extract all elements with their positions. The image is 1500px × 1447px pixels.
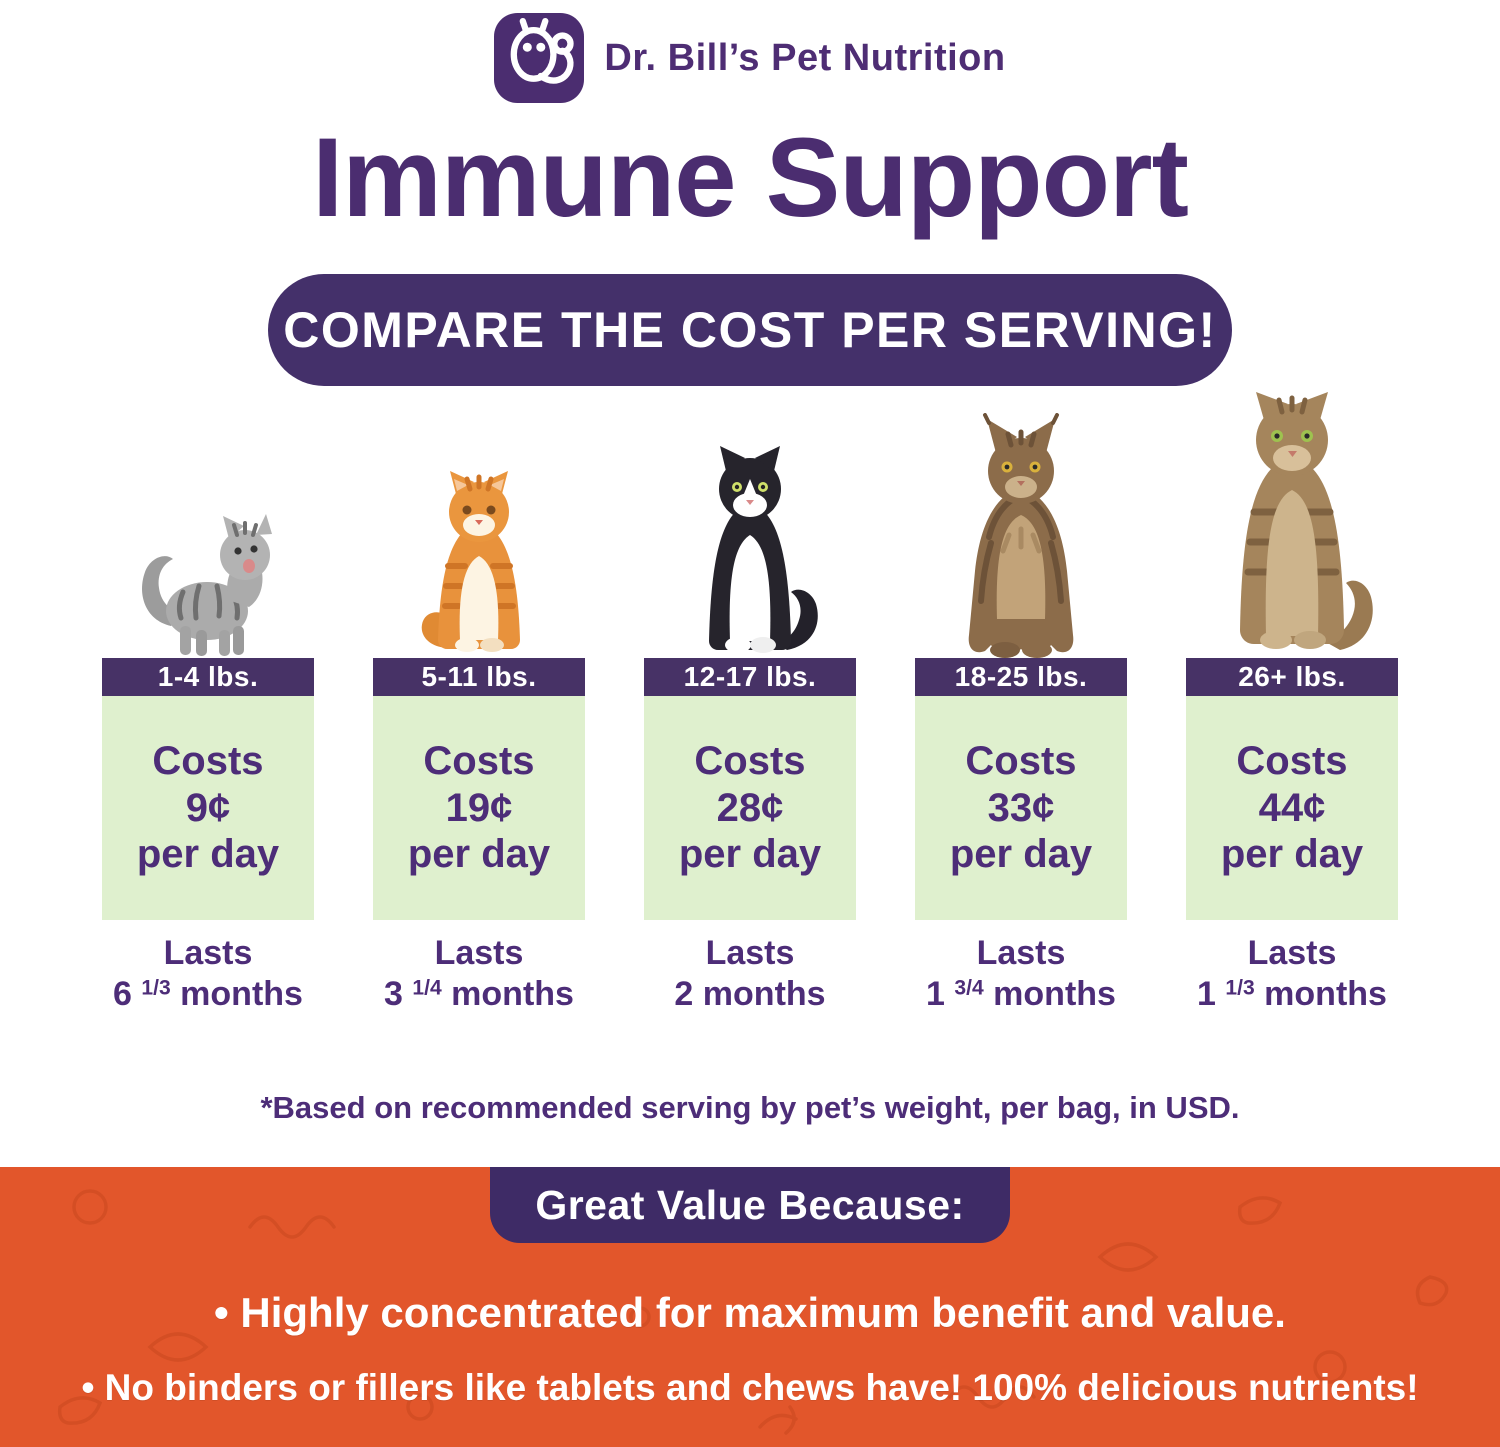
cost-label: Costs <box>965 739 1077 784</box>
cost-box: Costs 33¢ per day <box>915 696 1127 920</box>
duration-number: 3 <box>384 975 403 1014</box>
brand-header: Dr. Bill’s Pet Nutrition <box>0 0 1500 106</box>
duration-unit: months <box>180 975 303 1014</box>
brand-logo-icon <box>494 13 585 103</box>
orange-kitten-illustration <box>421 471 520 652</box>
cat-photo-tuxedo-cat <box>644 386 856 658</box>
large-tabby-illustration <box>1240 392 1373 650</box>
duration-line: 1 1/3 months <box>1186 974 1398 1015</box>
cost-label: Costs <box>694 739 806 784</box>
duration-block: Lasts 1 3/4 months <box>915 933 1127 1016</box>
duration-line: 1 3/4 months <box>915 974 1127 1015</box>
duration-number: 6 <box>113 975 132 1014</box>
weight-range-bar: 26+ lbs. <box>1186 658 1398 696</box>
gray-kitten-illustration <box>142 514 272 656</box>
value-bullet-1: Highly concentrated for maximum benefit … <box>0 1289 1500 1337</box>
duration-number: 2 <box>674 975 694 1014</box>
brand-name: Dr. Bill’s Pet Nutrition <box>604 36 1006 79</box>
duration-fraction: 3/4 <box>954 976 984 1000</box>
duration-unit: months <box>1264 975 1387 1014</box>
weight-range-label: 18-25 lbs. <box>954 661 1088 692</box>
great-value-heading: Great Value Because: <box>535 1181 965 1228</box>
weight-range-label: 12-17 lbs. <box>683 661 817 692</box>
cost-value: 28¢ <box>716 785 784 830</box>
page-title: Immune Support <box>312 115 1189 240</box>
maine-coon-illustration <box>968 413 1073 658</box>
duration-number: 1 <box>1197 975 1216 1014</box>
cost-label: Costs <box>423 739 535 784</box>
footnote: *Based on recommended serving by pet’s w… <box>260 1089 1240 1125</box>
cost-value: 44¢ <box>1258 785 1326 830</box>
pet-column-18-25-lbs: 18-25 lbs. Costs 33¢ per day Lasts 1 3/4… <box>915 386 1127 1016</box>
cat-photo-orange-kitten <box>373 386 585 658</box>
cost-label: Costs <box>1236 739 1348 784</box>
duration-unit: months <box>451 975 574 1014</box>
duration-fraction: 1/3 <box>141 976 171 1000</box>
cost-box: Costs 19¢ per day <box>373 696 585 920</box>
pet-column-26-plus-lbs: 26+ lbs. Costs 44¢ per day Lasts 1 1/3 m… <box>1186 386 1398 1016</box>
weight-range-bar: 18-25 lbs. <box>915 658 1127 696</box>
pet-column-1-4-lbs: 1-4 lbs. Costs 9¢ per day Lasts 6 1/3 mo… <box>102 386 314 1016</box>
duration-block: Lasts 3 1/4 months <box>373 933 585 1016</box>
cost-value: 9¢ <box>185 785 231 830</box>
lasts-label: Lasts <box>976 934 1066 972</box>
value-bullet-2: No binders or fillers like tablets and c… <box>0 1367 1500 1409</box>
duration-line: 3 1/4 months <box>373 974 585 1015</box>
value-footer: Great Value Because: Highly concentrated… <box>0 1167 1500 1447</box>
cat-photo-maine-coon <box>915 386 1127 658</box>
tuxedo-cat-illustration <box>709 446 818 653</box>
pet-column-5-11-lbs: 5-11 lbs. Costs 19¢ per day Lasts 3 1/4 … <box>373 386 585 1016</box>
comparison-columns: 1-4 lbs. Costs 9¢ per day Lasts 6 1/3 mo… <box>0 386 1500 1016</box>
duration-line: 6 1/3 months <box>102 974 314 1015</box>
cost-value: 19¢ <box>445 785 513 830</box>
lasts-label: Lasts <box>163 934 253 972</box>
lasts-label: Lasts <box>434 934 524 972</box>
cost-value: 33¢ <box>987 785 1055 830</box>
cost-label: Costs <box>152 739 264 784</box>
cost-unit: per day <box>678 832 822 877</box>
compare-banner: COMPARE THE COST PER SERVING! <box>268 274 1232 386</box>
duration-line: 2 months <box>644 974 856 1015</box>
duration-block: Lasts 2 months <box>644 933 856 1016</box>
duration-number: 1 <box>926 975 945 1014</box>
cost-unit: per day <box>1220 832 1364 877</box>
weight-range-bar: 1-4 lbs. <box>102 658 314 696</box>
cat-photo-large-brown-tabby <box>1186 386 1398 658</box>
cat-photo-gray-tabby-kitten <box>102 386 314 658</box>
duration-block: Lasts 6 1/3 months <box>102 933 314 1016</box>
duration-unit: months <box>993 975 1116 1014</box>
duration-fraction: 1/4 <box>412 976 442 1000</box>
duration-fraction: 1/3 <box>1225 976 1255 1000</box>
cost-unit: per day <box>949 832 1093 877</box>
lasts-label: Lasts <box>1247 934 1337 972</box>
lasts-label: Lasts <box>705 934 795 972</box>
cost-box: Costs 44¢ per day <box>1186 696 1398 920</box>
weight-range-label: 26+ lbs. <box>1238 661 1346 692</box>
weight-range-bar: 12-17 lbs. <box>644 658 856 696</box>
weight-range-label: 1-4 lbs. <box>157 661 259 692</box>
duration-unit: months <box>702 975 826 1014</box>
cost-unit: per day <box>136 832 280 877</box>
weight-range-label: 5-11 lbs. <box>421 661 537 692</box>
cost-unit: per day <box>407 832 551 877</box>
weight-range-bar: 5-11 lbs. <box>373 658 585 696</box>
cost-box: Costs 28¢ per day <box>644 696 856 920</box>
pet-column-12-17-lbs: 12-17 lbs. Costs 28¢ per day Lasts 2 mon… <box>644 386 856 1016</box>
duration-block: Lasts 1 1/3 months <box>1186 933 1398 1016</box>
cost-box: Costs 9¢ per day <box>102 696 314 920</box>
great-value-box: Great Value Because: <box>490 1167 1010 1243</box>
compare-banner-text: COMPARE THE COST PER SERVING! <box>283 302 1217 358</box>
